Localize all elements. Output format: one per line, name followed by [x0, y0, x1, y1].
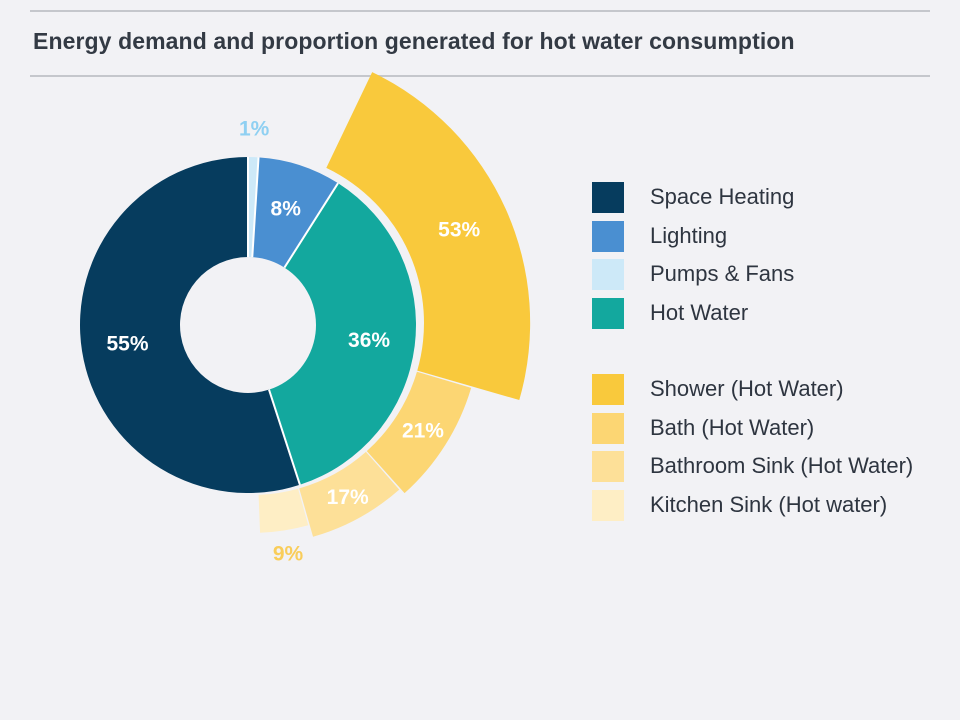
legend-label: Hot Water: [650, 299, 749, 325]
legend-swatch: [592, 412, 624, 444]
legend-label: Pumps & Fans: [650, 261, 795, 286]
legend-swatch: [592, 297, 624, 329]
legend-label: Lighting: [650, 222, 728, 248]
legend-swatch: [592, 374, 624, 405]
legend-label: Bath (Hot Water): [650, 414, 815, 440]
inner-slice-pumps-fans: [248, 157, 259, 258]
legend-swatch: [592, 259, 624, 290]
chart-title: Energy demand and proportion generated f…: [33, 28, 795, 54]
outer-slice-bath-hot-water: [366, 371, 472, 494]
slice-separator: [268, 389, 301, 486]
legend-label: Shower (Hot Water): [650, 376, 844, 401]
inner-label-hot-water: 36%: [348, 329, 390, 352]
legend-swatch: [592, 220, 624, 252]
inner-label-space-heating: 55%: [106, 333, 148, 356]
legend-label: Kitchen Sink (Hot water): [650, 491, 888, 517]
top-divider: [30, 10, 930, 12]
outer-label-bathroom-sink-hot-water: 17%: [327, 486, 369, 509]
legend-label: Space Heating: [650, 184, 795, 209]
inner-label-pumps-fans: 1%: [239, 118, 270, 141]
outer-slice-bathroom-sink-hot-water: [299, 451, 400, 537]
outer-slice-kitchen-sink-hot-water: [258, 488, 309, 533]
legend-label: Bathroom Sink (Hot Water): [650, 453, 914, 478]
legend-swatch: [592, 182, 624, 213]
inner-slice-space-heating: [79, 157, 300, 494]
inner-slice-hot-water: [269, 183, 416, 485]
slice-separator: [283, 182, 339, 269]
inner-label-lighting: 8%: [271, 197, 302, 220]
outer-label-kitchen-sink-hot-water: 9%: [273, 543, 304, 566]
legend-swatch: [592, 451, 624, 482]
outer-label-shower-hot-water: 53%: [438, 219, 480, 242]
title-divider: [30, 75, 930, 77]
slice-separator: [251, 157, 260, 258]
legend-swatch: [592, 489, 624, 521]
outer-slice-shower-hot-water: [326, 72, 531, 401]
inner-slice-lighting: [252, 157, 339, 268]
outer-label-bath-hot-water: 21%: [402, 420, 444, 443]
